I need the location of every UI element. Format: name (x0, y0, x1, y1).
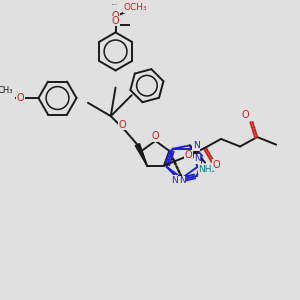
Text: NH₂: NH₂ (198, 165, 215, 174)
Polygon shape (135, 144, 147, 166)
Text: O: O (152, 131, 159, 141)
Text: N: N (171, 176, 178, 184)
Text: N: N (193, 142, 200, 151)
Text: O: O (242, 110, 250, 120)
Text: O: O (112, 16, 119, 26)
Text: O: O (16, 93, 24, 103)
Text: O: O (112, 11, 119, 21)
Text: O: O (185, 150, 193, 160)
Text: N: N (194, 154, 201, 163)
Text: O: O (118, 120, 126, 130)
Text: CH₃: CH₃ (0, 86, 13, 95)
Text: methoxy: methoxy (111, 3, 118, 4)
Text: OCH₃: OCH₃ (123, 3, 147, 12)
Text: N: N (179, 176, 185, 185)
Text: O: O (212, 160, 220, 170)
